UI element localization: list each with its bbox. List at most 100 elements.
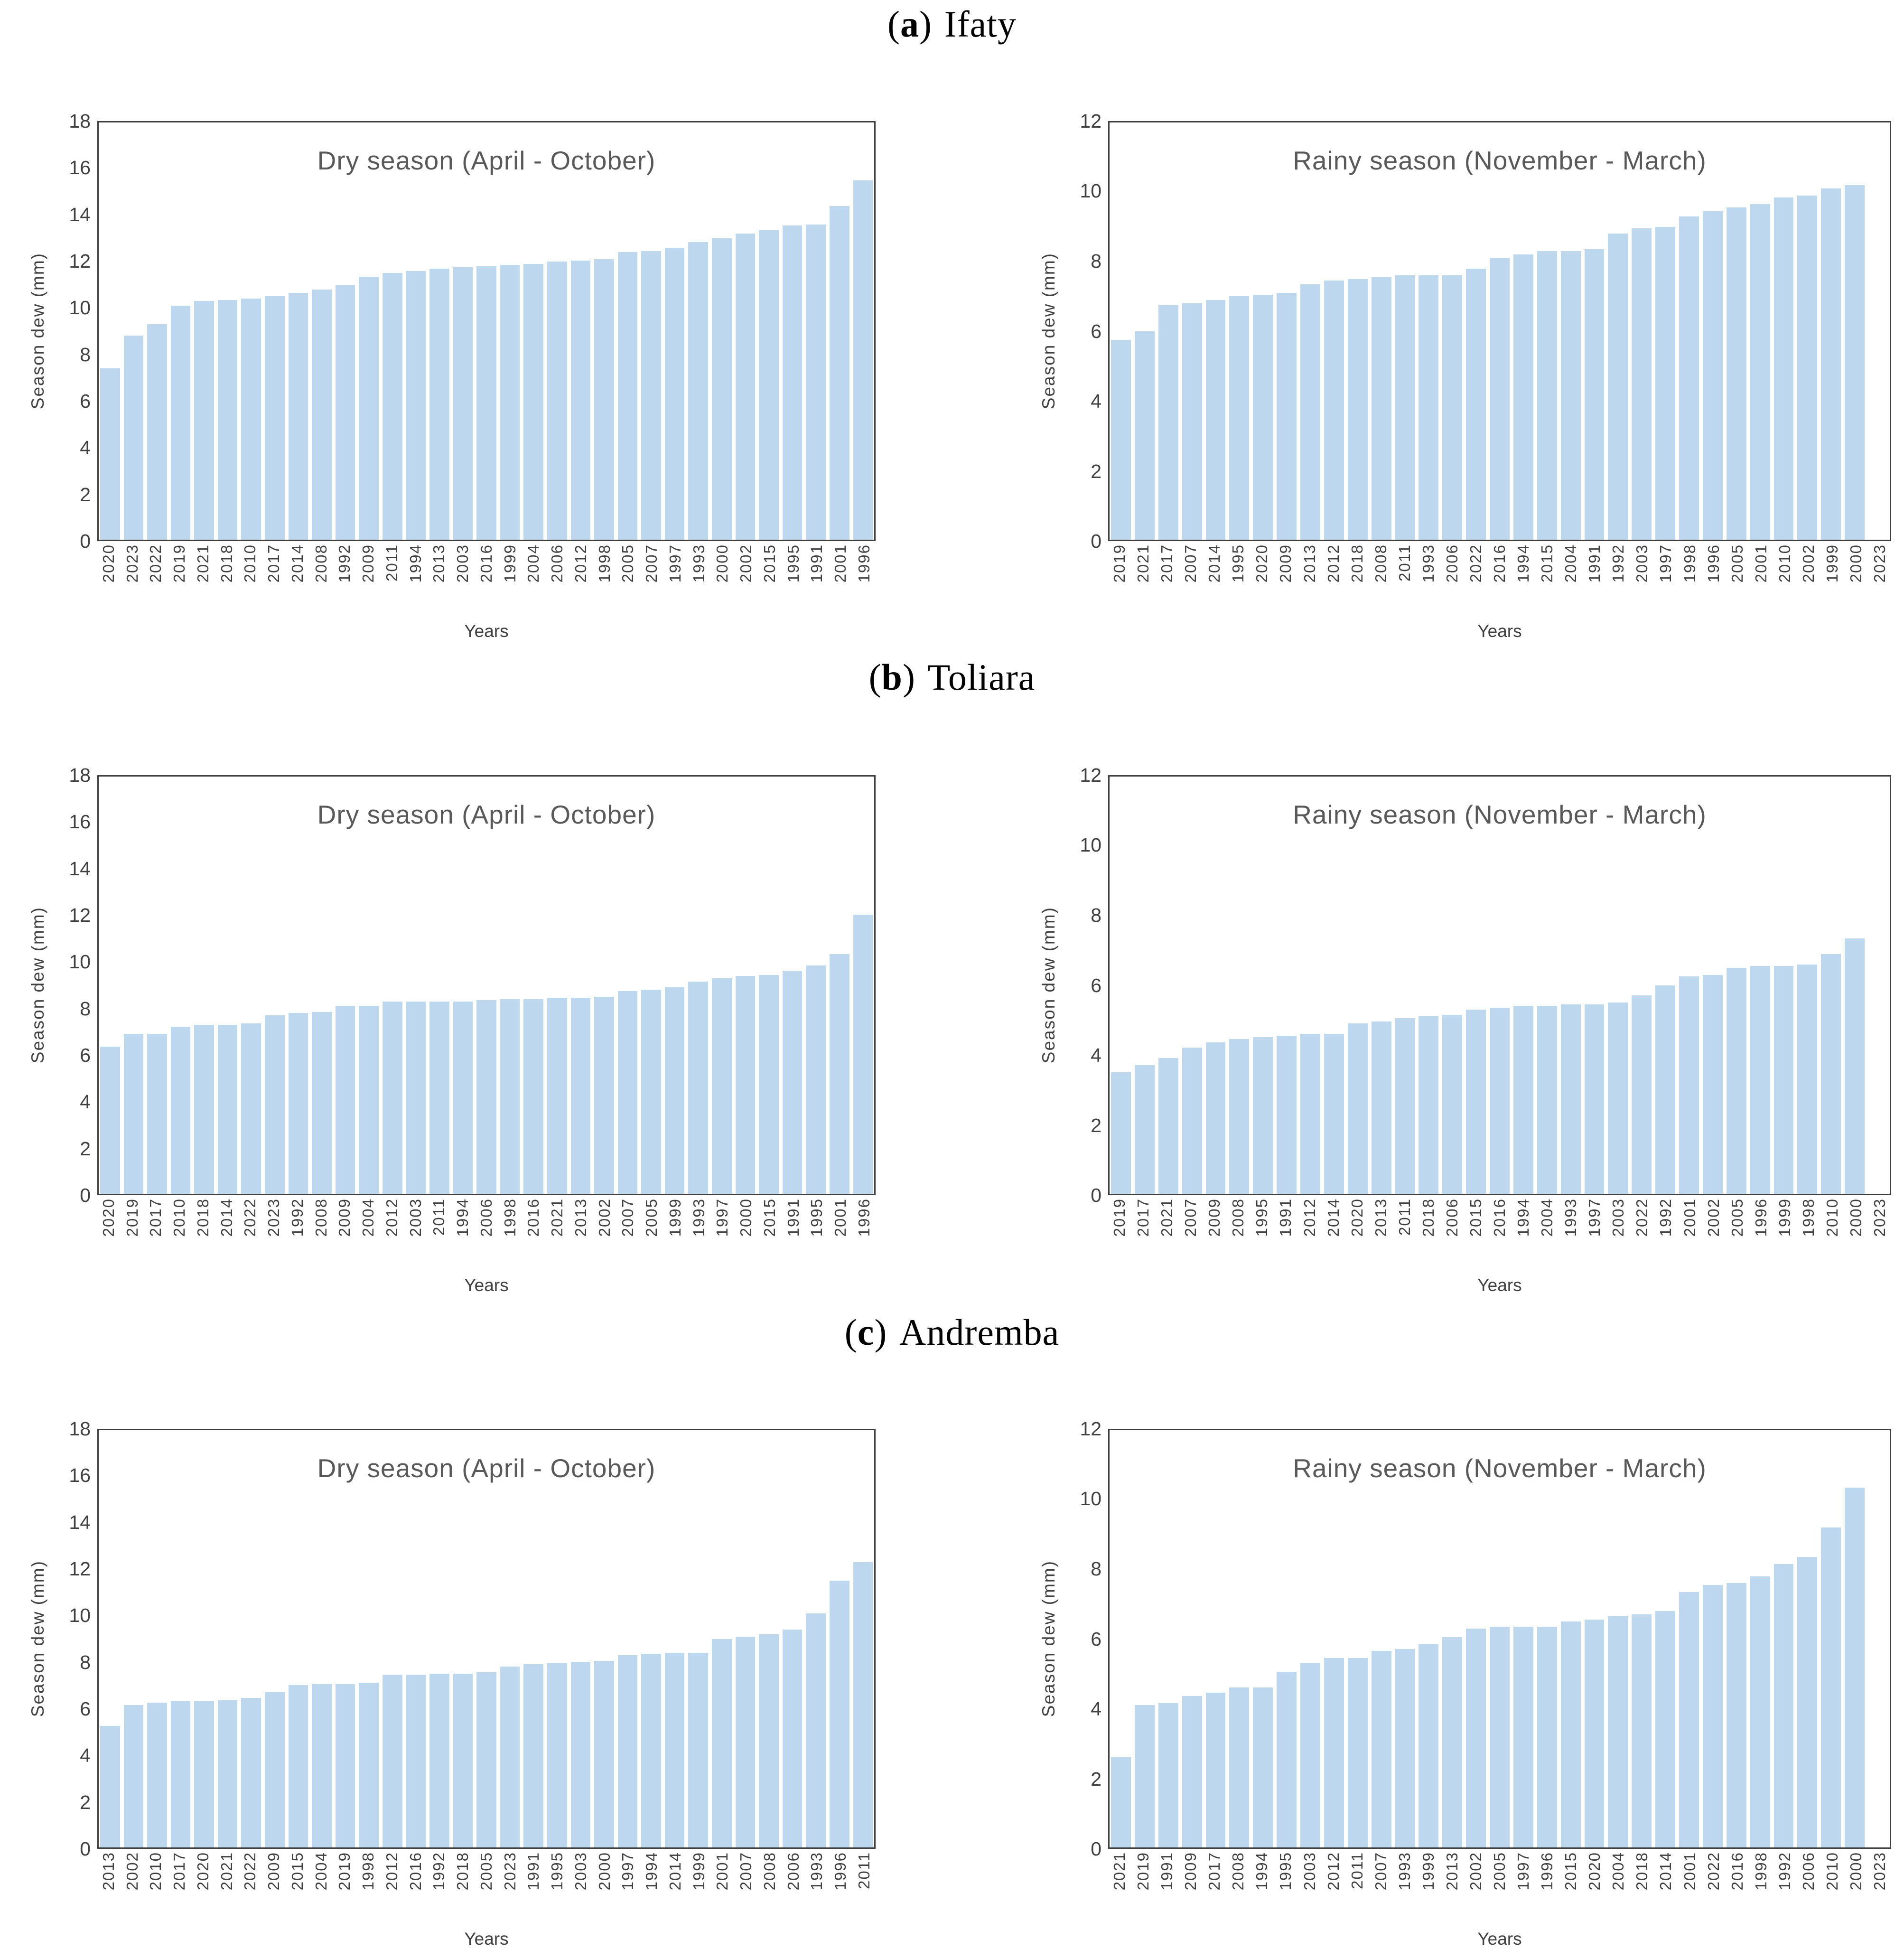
bar bbox=[1726, 207, 1746, 540]
bar bbox=[500, 999, 520, 1194]
bar bbox=[853, 180, 873, 540]
x-tick: 2000 bbox=[1846, 1852, 1866, 1930]
bar bbox=[688, 982, 709, 1194]
x-tick: 1997 bbox=[713, 1198, 733, 1276]
y-axis: 0 2 4 6 8 10 12 bbox=[1061, 1418, 1108, 1860]
x-tick: 2003 bbox=[453, 544, 473, 622]
x-tick-label: 2017 bbox=[1134, 1198, 1152, 1237]
y-axis-title: Season dew (mm) bbox=[28, 1560, 47, 1717]
x-tick: 2020 bbox=[1347, 1198, 1367, 1276]
y-tick-label: 18 bbox=[69, 1418, 91, 1440]
x-tick: 2009 bbox=[335, 1198, 355, 1276]
bar bbox=[476, 266, 496, 540]
x-tick-label: 2021 bbox=[1111, 1852, 1129, 1891]
bar bbox=[170, 1701, 191, 1847]
x-tick-label: 1995 bbox=[1277, 1852, 1295, 1891]
bar bbox=[1395, 275, 1415, 540]
x-tick-label: 2020 bbox=[1348, 1198, 1366, 1237]
x-tick-label: 2012 bbox=[1324, 1852, 1342, 1891]
x-axis: 2019 2017 2021 2007 2009 2008 1995 1991 2012 2014… bbox=[1108, 1195, 1891, 1276]
x-tick-label: 1998 bbox=[359, 1852, 377, 1891]
y-axis-title: Season dew (mm) bbox=[28, 907, 47, 1064]
bar bbox=[641, 1654, 661, 1847]
bar bbox=[1537, 1006, 1557, 1194]
x-axis-title: Years bbox=[1477, 621, 1522, 641]
x-tick: 2019 bbox=[1110, 544, 1129, 622]
x-tick-label: 1995 bbox=[1253, 1198, 1271, 1237]
y-tick-label: 12 bbox=[69, 250, 91, 272]
y-tick-label: 0 bbox=[1091, 530, 1101, 552]
bar bbox=[1300, 284, 1320, 540]
plot-area: Dry season (April - October) bbox=[97, 121, 876, 541]
y-tick-label: 2 bbox=[1091, 1114, 1101, 1136]
x-tick: 2017 bbox=[146, 1198, 166, 1276]
x-tick: 1995 bbox=[784, 544, 803, 622]
x-tick-label: 2011 bbox=[1395, 544, 1413, 581]
bar bbox=[312, 1012, 332, 1194]
x-tick: 2016 bbox=[1490, 1198, 1510, 1276]
x-tick: 2023 bbox=[1870, 544, 1890, 622]
bar bbox=[1702, 211, 1723, 540]
bar bbox=[1513, 1006, 1533, 1194]
y-tick-label: 12 bbox=[69, 1557, 91, 1580]
bar bbox=[100, 1725, 120, 1847]
x-tick-label: 2004 bbox=[524, 544, 542, 583]
x-tick: 2002 bbox=[595, 1198, 615, 1276]
x-tick-label: 2002 bbox=[1799, 544, 1817, 583]
x-tick: 2009 bbox=[264, 1852, 284, 1930]
plot-area: Rainy season (November - March) bbox=[1108, 775, 1891, 1195]
x-tick: 2008 bbox=[311, 1198, 331, 1276]
y-tick-label: 10 bbox=[1080, 180, 1101, 202]
x-tick-label: 2003 bbox=[1609, 1198, 1627, 1237]
bar bbox=[1632, 228, 1652, 540]
plot-area: Dry season (April - October) bbox=[97, 1429, 876, 1849]
x-tick-label: 2016 bbox=[524, 1198, 542, 1237]
bar bbox=[641, 251, 661, 540]
x-tick-label: 2005 bbox=[1728, 544, 1746, 583]
bar bbox=[1750, 1576, 1770, 1847]
x-tick: 2020 bbox=[1585, 1852, 1605, 1930]
x-tick: 1992 bbox=[1656, 1198, 1676, 1276]
x-tick-label: 2015 bbox=[288, 1852, 306, 1891]
bar bbox=[617, 1655, 638, 1847]
x-tick: 1995 bbox=[1228, 544, 1248, 622]
y-tick-label: 8 bbox=[80, 1651, 91, 1673]
bar bbox=[1655, 1611, 1675, 1847]
bar bbox=[1277, 1035, 1297, 1194]
bar bbox=[1845, 1487, 1865, 1847]
x-tick-label: 2001 bbox=[1680, 1852, 1699, 1891]
bar bbox=[359, 1006, 379, 1194]
x-tick-label: 2006 bbox=[1443, 1198, 1461, 1237]
bar bbox=[147, 1034, 167, 1194]
chart-ifaty-dry: Season dew (mm) 0 2 4 6 8 10 12 14 16 18 Dry seas… bbox=[26, 110, 876, 641]
bar bbox=[170, 1027, 191, 1194]
x-tick: 1993 bbox=[1419, 544, 1438, 622]
x-tick-label: 2018 bbox=[1633, 1852, 1651, 1891]
x-tick: 1991 bbox=[1157, 1852, 1177, 1930]
x-tick: 2021 bbox=[193, 544, 213, 622]
x-tick-label: 2003 bbox=[406, 1198, 424, 1237]
x-tick-label: 2022 bbox=[147, 544, 165, 583]
y-tick-label: 6 bbox=[80, 1697, 91, 1720]
x-tick: 2014 bbox=[1324, 1198, 1344, 1276]
x-tick: 2008 bbox=[1228, 1852, 1248, 1930]
bar bbox=[1608, 1616, 1628, 1847]
x-tick-label: 1992 bbox=[1657, 1198, 1675, 1237]
bar bbox=[1134, 331, 1155, 540]
bar bbox=[1845, 938, 1865, 1194]
chart-andremba-dry: Season dew (mm) 0 2 4 6 8 10 12 14 16 18 Dry seas… bbox=[26, 1418, 876, 1949]
bar bbox=[1419, 275, 1439, 540]
x-tick: 2015 bbox=[760, 544, 780, 622]
x-tick: 2006 bbox=[784, 1852, 803, 1930]
bar bbox=[1324, 1034, 1344, 1194]
x-tick: 2012 bbox=[571, 544, 591, 622]
x-tick-label: 1991 bbox=[808, 544, 826, 583]
x-tick-label: 2012 bbox=[383, 1852, 401, 1891]
bar bbox=[1134, 1065, 1155, 1194]
x-tick-label: 2002 bbox=[123, 1852, 141, 1891]
x-tick: 2021 bbox=[1110, 1852, 1129, 1930]
chart-title: Rainy season (November - March) bbox=[1293, 146, 1707, 175]
chart-title: Rainy season (November - March) bbox=[1293, 800, 1707, 829]
bar bbox=[1490, 1008, 1510, 1194]
x-tick-label: 2014 bbox=[217, 1198, 235, 1237]
